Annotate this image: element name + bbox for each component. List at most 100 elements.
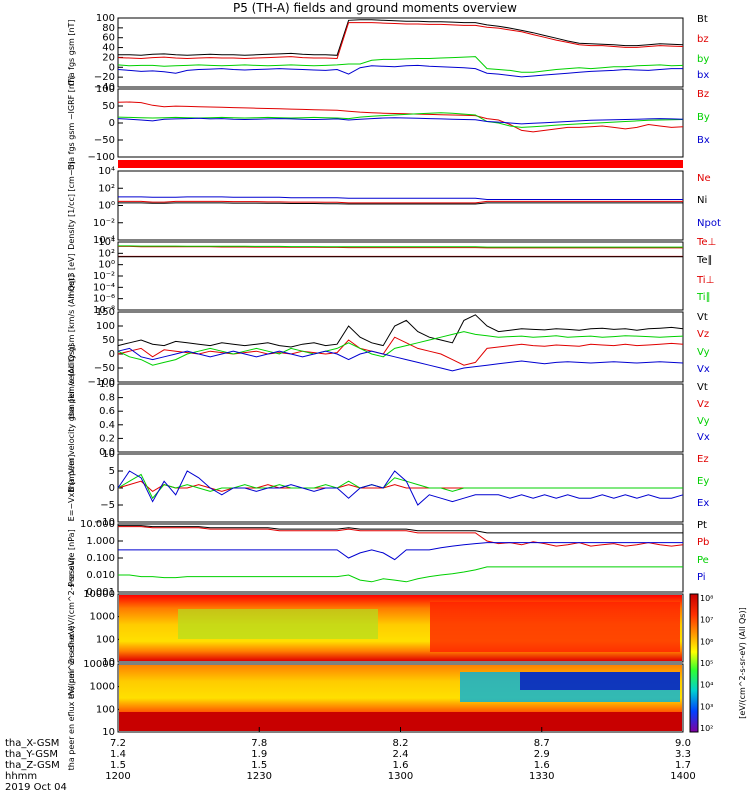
y-tick-label: 10000 [83, 589, 115, 600]
legend-entry: Npot [697, 218, 721, 229]
x-tick-label: 2.4 [393, 749, 409, 760]
colorbar-tick: 10² [700, 724, 713, 733]
y-tick-label: 10⁻² [93, 218, 115, 229]
y-tick-label: 100 [96, 84, 115, 95]
series-line-Pe [118, 566, 683, 583]
series-line-Bz [117, 101, 684, 133]
x-row-label: hhmm [5, 771, 37, 782]
legend-entry: Vx [697, 432, 710, 443]
series-line-Bx [117, 117, 684, 125]
series-line-bx [117, 64, 683, 78]
colorbar-tick: 10⁸ [700, 594, 713, 603]
panel-frame-5 [117, 383, 684, 453]
legend-entry: Vt [697, 312, 708, 323]
series-line-Vx [117, 347, 684, 372]
x-tick-label: 1.5 [110, 760, 126, 771]
legend-entry: Ni [697, 195, 707, 206]
colorbar-tick: 10⁵ [700, 659, 713, 668]
y-tick-label: 0 [109, 118, 115, 129]
series-line-Ne [118, 200, 683, 204]
x-tick-label: 1.6 [534, 760, 550, 771]
x-tick-label: 8.2 [393, 738, 409, 749]
y-tick-label: 10.000 [80, 519, 115, 530]
colorbar-tick: 10³ [700, 702, 713, 711]
x-tick-label: 1300 [388, 771, 413, 782]
series-line-by [117, 56, 684, 73]
y-axis-label: tha fgs gsm [nT] [67, 19, 76, 85]
y-axis-label: tha fgs gsm −IGRF [nT] [67, 76, 76, 170]
legend-entry: Ti∥ [696, 292, 711, 303]
legend-entry: Ex [697, 498, 709, 509]
y-axis-label: tha peir velocity gsm [km/s (All Qs)] [67, 275, 76, 419]
series-line-Ti⊥ [118, 245, 683, 249]
y-tick-label: 10⁻⁶ [93, 294, 115, 305]
y-tick-label: 150 [96, 307, 115, 318]
spectrogram-region [520, 672, 680, 690]
y-tick-label: 10⁰ [98, 260, 115, 271]
series-line-Npot [118, 196, 683, 200]
y-tick-label: 80 [102, 23, 115, 34]
legend-entry: Bx [697, 135, 710, 146]
y-tick-label: −50 [94, 135, 115, 146]
panel-frame-0 [117, 17, 684, 88]
y-tick-label: 100 [96, 634, 115, 645]
x-tick-label: 9.0 [675, 738, 691, 749]
legend-entry: by [697, 54, 709, 65]
y-tick-label: 40 [102, 43, 115, 54]
y-tick-label: 10000 [83, 659, 115, 670]
series-line-By [117, 112, 684, 128]
y-tick-label: 100 [96, 704, 115, 715]
x-tick-label: 1200 [105, 771, 130, 782]
y-tick-label: 60 [102, 33, 115, 44]
y-tick-label: 0.010 [86, 570, 115, 581]
y-axis-label: tha peir en eflux eV/(cm^2-s-sr-eV) [67, 557, 76, 699]
legend-entry: Vy [697, 347, 710, 358]
x-row-label: tha_X-GSM [5, 738, 59, 749]
colorbar-tick: 10⁷ [700, 616, 713, 625]
y-tick-label: 0 [109, 62, 115, 73]
y-tick-label: 1.0 [99, 379, 115, 390]
panel-frame-2 [117, 170, 684, 241]
series-line-Ni [118, 202, 683, 205]
y-tick-label: 0.0 [99, 447, 115, 458]
series-line-bz [117, 22, 684, 60]
legend-entry: Ey [697, 476, 709, 487]
x-tick-label: 3.3 [675, 749, 691, 760]
y-tick-label: 10⁴ [98, 237, 115, 248]
y-tick-label: 10⁻⁴ [93, 282, 115, 293]
region-bar [118, 160, 683, 168]
y-axis-label: moqt3 [eV] [67, 253, 76, 298]
x-tick-label: 7.2 [110, 738, 126, 749]
x-tick-label: 2.9 [534, 749, 550, 760]
series-line-Pb [118, 526, 684, 547]
y-tick-label: 50 [102, 335, 115, 346]
legend-entry: Pi [697, 572, 706, 583]
x-row-label: tha_Y-GSM [5, 749, 58, 760]
panel-frame-4 [117, 311, 684, 383]
y-tick-label: 10 [102, 727, 115, 738]
y-tick-label: 10⁻² [93, 271, 115, 282]
y-tick-label: −50 [94, 363, 115, 374]
spectrogram-region [119, 712, 682, 731]
x-tick-label: 1230 [247, 771, 272, 782]
figure-title: P5 (TH-A) fields and ground moments over… [233, 1, 517, 15]
y-axis-label: tha peer en eflux eV/(cm^2-s-sr-eV) [67, 626, 76, 771]
x-tick-label: 1330 [529, 771, 554, 782]
y-tick-label: 0.4 [99, 420, 115, 431]
x-tick-label: 1.4 [110, 749, 126, 760]
y-axis-label: E=−VxB [mV/m] [67, 455, 76, 522]
colorbar-label: [eV/(cm^2-s-sr-eV) (All Qs)] [738, 607, 747, 718]
series-line-Ey [117, 473, 683, 500]
legend-entry: By [697, 112, 710, 123]
y-tick-label: 0.100 [86, 553, 115, 564]
x-tick-label: 8.7 [534, 738, 550, 749]
colorbar [689, 593, 699, 733]
spectrogram-region [430, 602, 680, 652]
legend-entry: Vx [697, 364, 710, 375]
y-tick-label: −5 [100, 500, 115, 511]
series-line-Ez [117, 480, 683, 493]
series-line-Vz [117, 336, 684, 366]
panel-frame-7 [117, 523, 684, 593]
spectrogram-region [178, 609, 378, 639]
